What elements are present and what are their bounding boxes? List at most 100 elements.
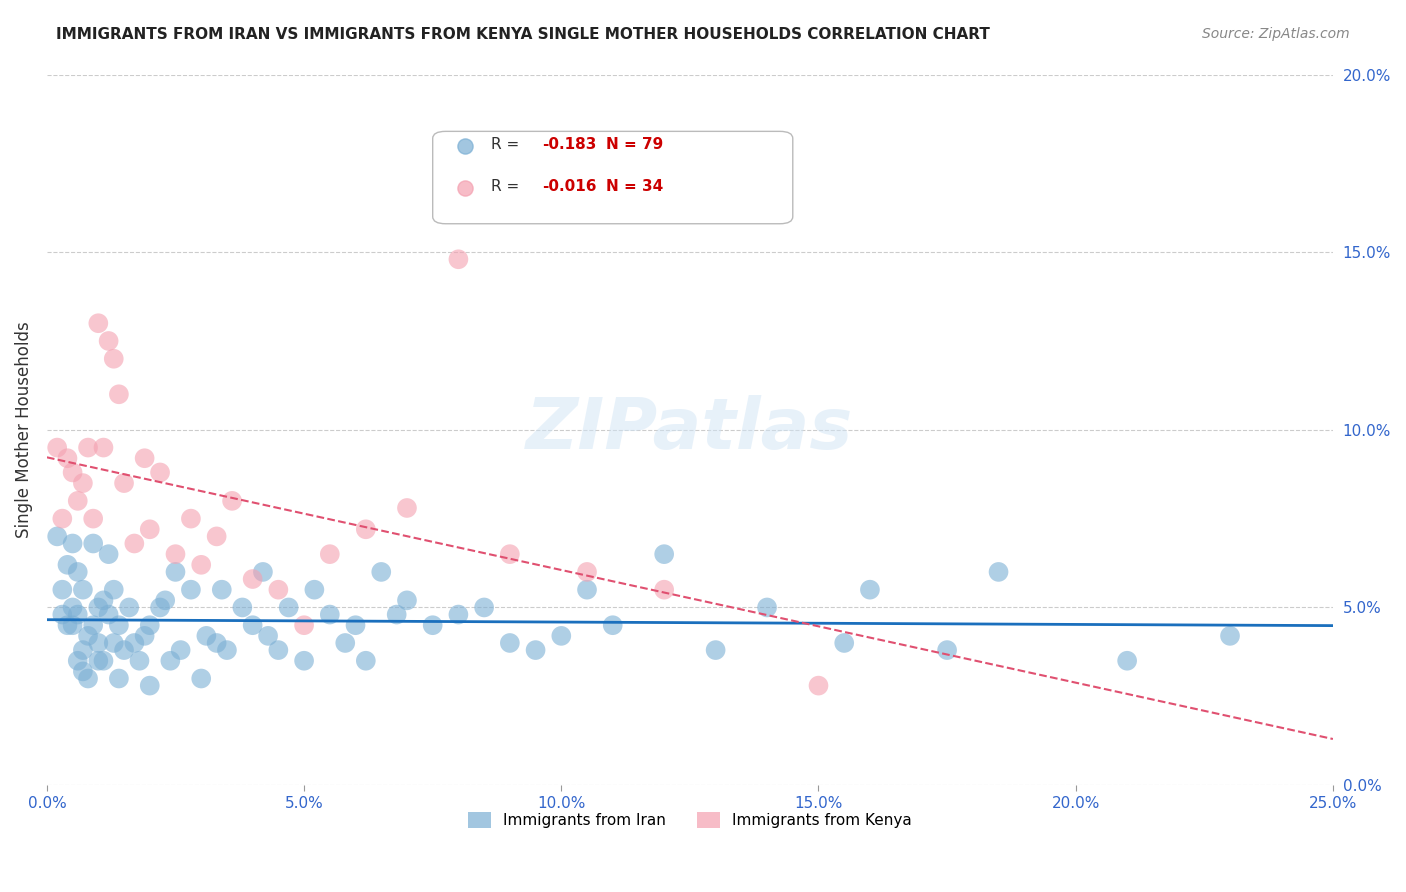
Text: ZIPatlas: ZIPatlas (526, 395, 853, 465)
Point (987, 565, 1010, 579)
Point (652, 547, 675, 561)
Point (267, 643, 290, 657)
Point (370, 565, 392, 579)
Point (252, 565, 274, 579)
Point (180, 511, 202, 525)
Point (77, 441, 100, 455)
Point (124, 636, 146, 650)
Point (602, 618, 624, 632)
Point (72, 476, 94, 491)
Point (354, 522, 377, 536)
Point (242, 618, 264, 632)
Legend: Immigrants from Iran, Immigrants from Kenya: Immigrants from Iran, Immigrants from Ke… (463, 806, 918, 834)
Point (108, 387, 131, 401)
Text: N = 79: N = 79 (606, 136, 664, 152)
Point (576, 565, 599, 579)
Point (385, 607, 408, 622)
Point (422, 618, 444, 632)
Point (936, 643, 959, 657)
Text: -0.016: -0.016 (541, 179, 596, 194)
Point (472, 600, 495, 615)
Point (103, 351, 125, 366)
Point (93, 654, 115, 668)
Point (257, 629, 280, 643)
Point (97, 547, 120, 561)
Point (77, 672, 100, 686)
Point (499, 547, 522, 561)
Point (1219, 629, 1241, 643)
Point (87, 654, 110, 668)
Point (221, 494, 243, 508)
Point (447, 252, 470, 267)
Point (62, 466, 84, 480)
Point (51, 607, 73, 622)
Point (190, 672, 212, 686)
Point (139, 618, 162, 632)
Point (77, 629, 100, 643)
Point (149, 600, 172, 615)
Point (66, 607, 89, 622)
Point (447, 607, 470, 622)
Point (395, 593, 418, 607)
Point (56, 451, 79, 466)
Point (159, 654, 181, 668)
Point (62, 618, 84, 632)
Point (103, 582, 125, 597)
Point (134, 451, 156, 466)
Point (128, 654, 150, 668)
Point (344, 618, 367, 632)
Text: R =: R = (491, 179, 523, 194)
Point (807, 679, 830, 693)
Point (211, 582, 233, 597)
Text: R =: R = (491, 136, 523, 152)
Point (82, 618, 104, 632)
Point (66, 565, 89, 579)
Point (242, 572, 264, 586)
Text: Source: ZipAtlas.com: Source: ZipAtlas.com (1202, 27, 1350, 41)
Point (267, 582, 290, 597)
Point (277, 600, 299, 615)
Point (165, 547, 187, 561)
Point (205, 636, 228, 650)
Point (499, 636, 522, 650)
Point (1116, 654, 1139, 668)
Point (153, 593, 176, 607)
Y-axis label: Single Mother Households: Single Mother Households (15, 321, 32, 538)
Point (46, 529, 69, 543)
Point (335, 636, 357, 650)
Point (97, 334, 120, 348)
Point (576, 582, 599, 597)
Point (292, 654, 315, 668)
Point (395, 500, 418, 515)
Point (195, 629, 218, 643)
Point (180, 582, 202, 597)
FancyBboxPatch shape (433, 131, 793, 224)
Point (97, 607, 120, 622)
Point (756, 600, 779, 615)
Text: IMMIGRANTS FROM IRAN VS IMMIGRANTS FROM KENYA SINGLE MOTHER HOUSEHOLDS CORRELATI: IMMIGRANTS FROM IRAN VS IMMIGRANTS FROM … (56, 27, 990, 42)
Point (51, 582, 73, 597)
Point (215, 643, 238, 657)
Point (112, 643, 135, 657)
Point (124, 536, 146, 550)
Point (149, 466, 172, 480)
Text: -0.183: -0.183 (541, 136, 596, 152)
Point (66, 494, 89, 508)
Point (169, 643, 191, 657)
Point (108, 672, 131, 686)
Point (46, 441, 69, 455)
Point (319, 547, 342, 561)
Point (859, 582, 882, 597)
Point (62, 536, 84, 550)
Point (56, 618, 79, 632)
Point (72, 643, 94, 657)
Point (93, 593, 115, 607)
Point (231, 600, 253, 615)
Point (304, 582, 326, 597)
Point (87, 316, 110, 330)
Point (51, 511, 73, 525)
Point (354, 654, 377, 668)
Point (72, 582, 94, 597)
Point (139, 679, 162, 693)
Point (112, 476, 135, 491)
